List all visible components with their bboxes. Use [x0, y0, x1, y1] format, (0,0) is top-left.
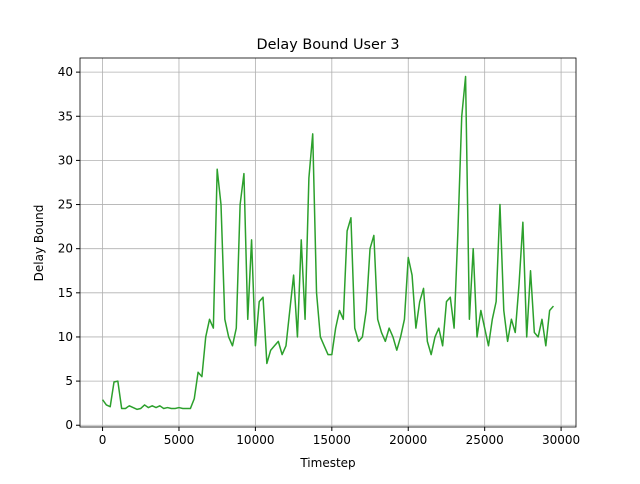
- y-tick-label: 20: [58, 242, 73, 256]
- x-tick-label: 5000: [164, 433, 195, 447]
- y-tick-label: 15: [58, 286, 73, 300]
- x-tick-label: 15000: [313, 433, 351, 447]
- axes-frame: [79, 57, 577, 428]
- y-tick-label: 5: [65, 374, 73, 388]
- x-axis-label: Timestep: [299, 456, 355, 470]
- y-tick-label: 10: [58, 330, 73, 344]
- y-axis-label: Delay Bound: [32, 205, 46, 282]
- y-tick-label: 25: [58, 198, 73, 212]
- x-tick-label: 10000: [236, 433, 274, 447]
- y-tick-label: 0: [65, 418, 73, 432]
- chart-title: Delay Bound User 3: [257, 37, 400, 53]
- x-tick-label: 30000: [542, 433, 580, 447]
- y-tick-label: 40: [58, 65, 73, 79]
- x-tick-label: 20000: [389, 433, 427, 447]
- x-tick-label: 0: [99, 433, 107, 447]
- x-tick-label: 25000: [466, 433, 504, 447]
- y-tick-label: 35: [58, 109, 73, 123]
- data-line: [101, 75, 555, 411]
- y-tick-label: 30: [58, 153, 73, 167]
